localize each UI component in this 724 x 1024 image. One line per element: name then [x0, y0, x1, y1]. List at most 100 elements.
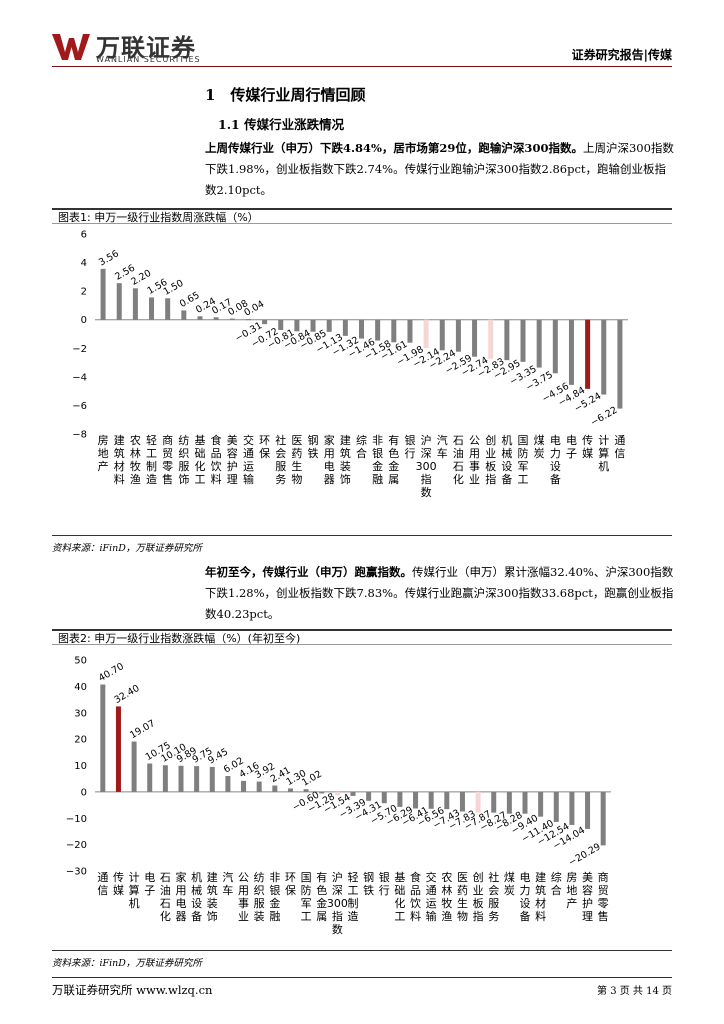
bar-非银金融 — [272, 785, 278, 792]
category-label: 商贸零售 — [598, 870, 609, 923]
category-label: 非银金融 — [372, 434, 383, 486]
category-label: 房地产 — [98, 434, 109, 473]
category-label: 轻工制造 — [348, 870, 359, 923]
category-label: 电力设备 — [550, 434, 561, 486]
y-tick-label: 0 — [81, 787, 87, 798]
section-subtitle: 1.1 传媒行业涨跌情况 — [218, 117, 345, 132]
category-label: 纺织服装 — [254, 870, 265, 923]
bar-纺织服饰 — [181, 310, 187, 320]
category-label: 汽车 — [437, 433, 448, 460]
category-label: 钢铁 — [363, 871, 374, 897]
category-label: 沪深 300 指数 — [327, 870, 348, 936]
category-label: 建筑装饰 — [207, 870, 218, 923]
bar-商贸零售 — [600, 791, 606, 846]
bar-建筑材料 — [538, 791, 544, 817]
footer-divider — [52, 977, 672, 978]
category-label: 计算机 — [129, 871, 140, 910]
bar-石油石化 — [455, 319, 461, 352]
brand-name-en: WANLIAN SECURITIES — [96, 55, 201, 64]
bar-基础化工 — [197, 316, 203, 320]
category-label: 纺织服饰 — [178, 433, 189, 486]
bar-轻工制造 — [149, 297, 155, 320]
bar-计算机 — [601, 319, 607, 395]
category-label: 农林牧渔 — [130, 433, 141, 486]
category-label: 食品饮料 — [211, 433, 222, 486]
brand-logo-icon — [52, 34, 90, 60]
bar-公用事业 — [241, 780, 247, 792]
category-label: 医药生物 — [291, 434, 302, 486]
category-label: 汽车 — [222, 870, 233, 897]
category-label: 传媒 — [113, 871, 124, 897]
bar-交通运输 — [428, 791, 434, 809]
bar-非银金融 — [375, 319, 381, 341]
figure1-source: 资料来源：iFinD，万联证券研究所 — [52, 535, 672, 554]
category-label: 综合 — [551, 870, 562, 897]
section-title: 1 传媒行业周行情回顾 — [205, 86, 366, 104]
bar-传媒 — [585, 319, 591, 389]
bar-电子 — [568, 319, 574, 385]
category-label: 电子 — [144, 871, 155, 897]
ytd-summary-text: 传媒行业（申万）累计涨幅32.40%、沪深300指数下跌1.28%，创业板指数下… — [205, 565, 674, 621]
bar-家用电器 — [178, 765, 184, 792]
data-label: 19.07 — [128, 718, 157, 741]
category-label: 银行 — [404, 433, 415, 460]
bar-基础化工 — [397, 791, 403, 807]
footer-website: 万联证券研究所 www.wlzq.cn — [52, 983, 213, 997]
bar-石油石化 — [162, 765, 168, 792]
category-label: 煤炭 — [534, 434, 545, 460]
bar-综合 — [553, 791, 559, 822]
bar-交通运输 — [245, 319, 251, 321]
category-label: 国防军工 — [518, 434, 529, 486]
weekly-summary-text: 上周沪深300指数下跌1.98%，创业板指数下跌2.74%。传媒行业跑输沪深30… — [205, 141, 674, 197]
category-label: 综合 — [356, 433, 367, 460]
category-label: 环保 — [285, 871, 296, 897]
category-label: 美容护理 — [227, 434, 238, 486]
bar-公用事业 — [472, 319, 478, 357]
category-label: 传媒 — [582, 434, 593, 460]
bar-汽车 — [439, 319, 445, 351]
category-label: 石油石化 — [453, 434, 464, 486]
y-tick-label: −8 — [72, 430, 87, 441]
category-label: 公用事业 — [238, 871, 249, 923]
ytd-change-chart: 50 40 30 20 10 0 −10 −20 −30 40.70 通信 32.40 传媒 19.07 计… — [66, 656, 611, 936]
category-label: 通信 — [614, 434, 625, 460]
bar-房地产 — [100, 268, 106, 320]
category-label: 医药生物 — [457, 871, 468, 923]
category-label: 机械设备 — [501, 433, 512, 486]
bar-商贸零售 — [165, 298, 171, 320]
category-label: 农林牧渔 — [441, 870, 452, 923]
category-label: 有色金属 — [316, 870, 327, 923]
page-number: 第 3 页 共 14 页 — [597, 986, 672, 997]
category-label: 国防军工 — [301, 871, 312, 923]
y-tick-label: 6 — [81, 230, 87, 241]
bar-食品饮料 — [213, 317, 219, 320]
bar-计算机 — [131, 741, 137, 792]
bar-沪深300指数 — [334, 791, 340, 796]
y-tick-label: −30 — [66, 867, 87, 878]
y-tick-label: −6 — [72, 401, 87, 412]
category-label: 食品饮料 — [410, 870, 421, 923]
y-tick-label: 40 — [74, 682, 87, 693]
category-label: 美容护理 — [582, 871, 593, 923]
bar-电子 — [147, 763, 153, 792]
y-tick-label: 50 — [74, 656, 87, 667]
category-label: 建筑材料 — [535, 870, 546, 923]
y-tick-label: 2 — [81, 287, 87, 298]
y-tick-label: 0 — [81, 315, 87, 326]
y-tick-label: 30 — [74, 708, 87, 719]
header-divider — [52, 66, 672, 67]
bar-沪深300指数 — [423, 319, 429, 348]
bar-综合 — [359, 319, 364, 339]
bar-传媒 — [115, 706, 121, 792]
category-label: 通信 — [97, 871, 108, 897]
bar-国防军工 — [520, 319, 526, 362]
brand-name: 万联证券 — [96, 34, 196, 62]
category-label: 机械设备 — [191, 870, 202, 923]
category-label: 社会服务 — [275, 433, 286, 486]
category-label: 建筑材料 — [114, 433, 125, 486]
bar-有色金属 — [391, 319, 397, 343]
category-label: 钢铁 — [308, 434, 319, 460]
bar-食品饮料 — [413, 791, 419, 809]
bar-通信 — [100, 684, 106, 792]
bar-医药生物 — [459, 791, 465, 812]
